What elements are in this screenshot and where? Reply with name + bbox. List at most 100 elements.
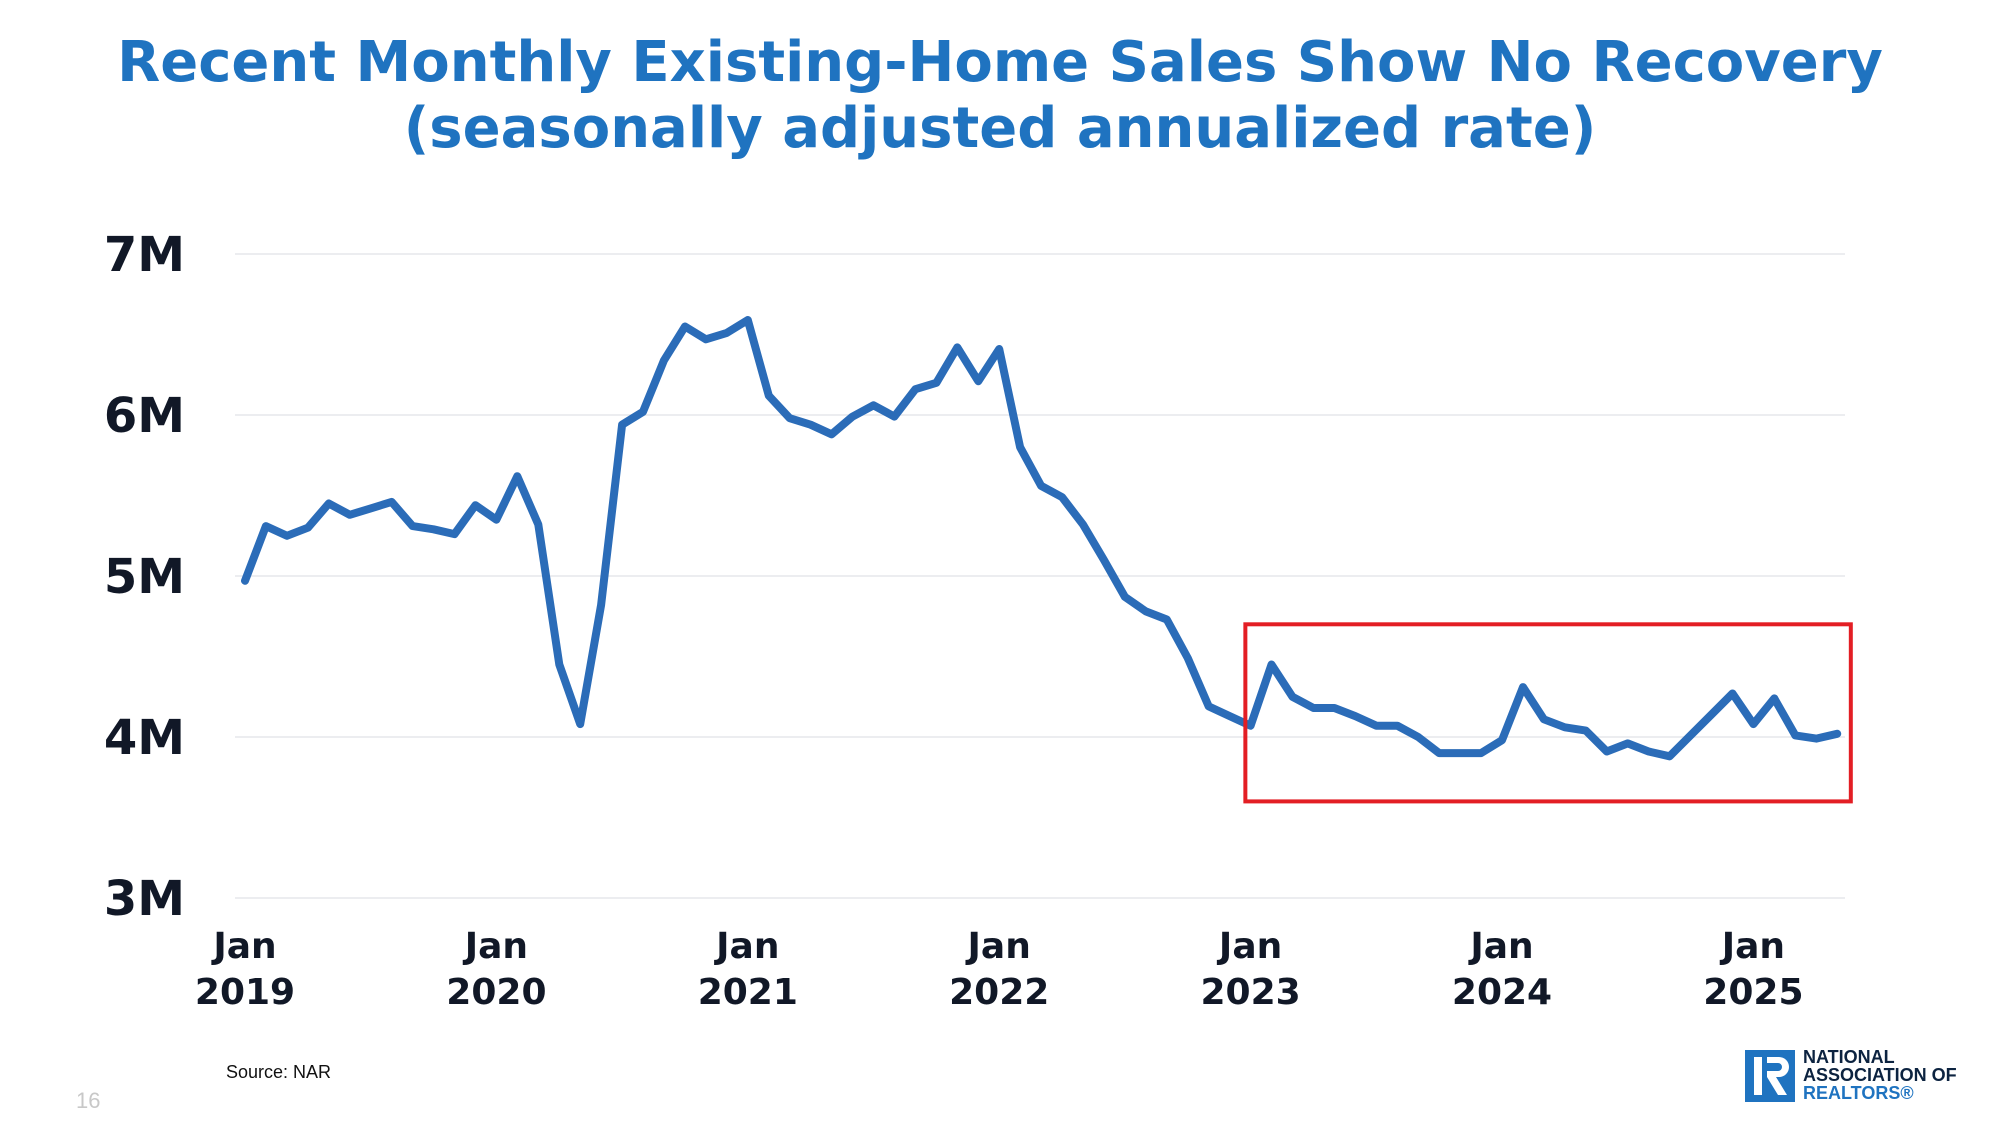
- logo-line3: REALTORS®: [1803, 1083, 1914, 1103]
- data-point: [1816, 738, 1817, 739]
- data-point: [1502, 740, 1503, 741]
- y-axis-ticks: 7M 6M 5M 4M 3M: [104, 227, 185, 927]
- data-point: [999, 348, 1000, 349]
- data-point: [1564, 727, 1565, 728]
- data-point: [601, 604, 602, 605]
- data-point: [1187, 658, 1188, 659]
- y-tick-label-3M: 3M: [104, 871, 185, 927]
- x-tick-label-2022-month: Jan: [965, 926, 1031, 967]
- data-point: [1481, 753, 1482, 754]
- data-point: [580, 724, 581, 725]
- x-tick-label-2021-month: Jan: [713, 926, 779, 967]
- data-point: [1711, 714, 1712, 715]
- data-point: [789, 418, 790, 419]
- x-tick-label-2024-year: 2024: [1452, 972, 1552, 1013]
- logo-wordmark: NATIONAL ASSOCIATION OF REALTORS®: [1803, 1048, 1957, 1102]
- x-tick-label-2020-month: Jan: [462, 926, 528, 967]
- data-point: [349, 514, 350, 515]
- data-point: [1020, 447, 1021, 448]
- chart-title-line2: (seasonally adjusted annualized rate): [403, 96, 1597, 161]
- y-tick-label-6M: 6M: [104, 388, 185, 444]
- data-point: [852, 416, 853, 417]
- data-point: [1460, 753, 1461, 754]
- x-tick-label-2023-year: 2023: [1200, 972, 1300, 1013]
- data-point: [286, 535, 287, 536]
- data-point: [1271, 664, 1272, 665]
- highlight-box: [1243, 622, 1853, 804]
- data-point: [1103, 559, 1104, 560]
- data-point: [370, 508, 371, 509]
- data-point: [496, 519, 497, 520]
- data-point: [391, 501, 392, 502]
- x-tick-label-2024-month: Jan: [1467, 926, 1533, 967]
- data-point: [433, 529, 434, 530]
- data-point: [1669, 756, 1670, 757]
- chart-title: Recent Monthly Existing-Home Sales Show …: [0, 30, 2000, 162]
- data-point: [1083, 524, 1084, 525]
- data-point: [1145, 611, 1146, 612]
- data-point: [1124, 596, 1125, 597]
- data-point: [957, 347, 958, 348]
- data-point: [894, 416, 895, 417]
- data-point: [726, 332, 727, 333]
- data-point: [1166, 619, 1167, 620]
- data-point: [705, 339, 706, 340]
- highlight-layer: [1243, 622, 1853, 804]
- data-point: [1250, 725, 1251, 726]
- data-point: [1208, 706, 1209, 707]
- series-line-0: [241, 316, 1842, 761]
- chart-title-line1: Recent Monthly Existing-Home Sales Show …: [117, 30, 1883, 95]
- x-tick-label-2023-month: Jan: [1216, 926, 1282, 967]
- x-tick-label-2020-year: 2020: [446, 972, 546, 1013]
- data-point: [1690, 735, 1691, 736]
- data-point: [307, 527, 308, 528]
- data-point: [1313, 708, 1314, 709]
- data-point: [1041, 485, 1042, 486]
- data-point: [1795, 735, 1796, 736]
- data-point: [1837, 733, 1838, 734]
- x-tick-label-2022-year: 2022: [949, 972, 1049, 1013]
- data-point: [915, 389, 916, 390]
- data-point: [1648, 751, 1649, 752]
- y-tick-label-7M: 7M: [104, 227, 185, 283]
- data-point: [1439, 753, 1440, 754]
- data-point: [747, 320, 748, 321]
- data-point: [768, 395, 769, 396]
- data-point: [559, 664, 560, 665]
- y-tick-label-5M: 5M: [104, 549, 185, 605]
- data-point: [1292, 696, 1293, 697]
- data-point: [475, 505, 476, 506]
- data-point: [265, 526, 266, 527]
- source-note: Source: NAR: [226, 1062, 332, 1082]
- series-layer: [241, 316, 1842, 761]
- data-point: [978, 381, 979, 382]
- logo-line2: ASSOCIATION OF: [1803, 1065, 1957, 1085]
- data-point: [1732, 693, 1733, 694]
- data-point: [454, 534, 455, 535]
- data-point: [664, 360, 665, 361]
- x-tick-label-2019-month: Jan: [210, 926, 276, 967]
- x-tick-label-2025-month: Jan: [1719, 926, 1785, 967]
- data-point: [873, 405, 874, 406]
- data-point: [1606, 751, 1607, 752]
- data-point: [1062, 497, 1063, 498]
- data-point: [328, 503, 329, 504]
- data-point: [831, 434, 832, 435]
- data-point: [643, 411, 644, 412]
- data-point: [1585, 730, 1586, 731]
- data-point: [538, 524, 539, 525]
- logo-line1: NATIONAL: [1803, 1047, 1895, 1067]
- data-point: [517, 476, 518, 477]
- x-axis-ticks: Jan 2019 Jan 2020 Jan 2021 Jan 2022 Jan 2023 Jan 20…: [195, 926, 1804, 1013]
- y-tick-label-4M: 4M: [104, 710, 185, 766]
- data-point: [412, 526, 413, 527]
- data-point: [622, 424, 623, 425]
- data-point: [810, 424, 811, 425]
- data-point: [684, 326, 685, 327]
- data-point: [1229, 716, 1230, 717]
- data-point: [1355, 716, 1356, 717]
- data-point: [1543, 719, 1544, 720]
- data-point: [1376, 725, 1377, 726]
- realtor-r-icon: [1745, 1050, 1795, 1102]
